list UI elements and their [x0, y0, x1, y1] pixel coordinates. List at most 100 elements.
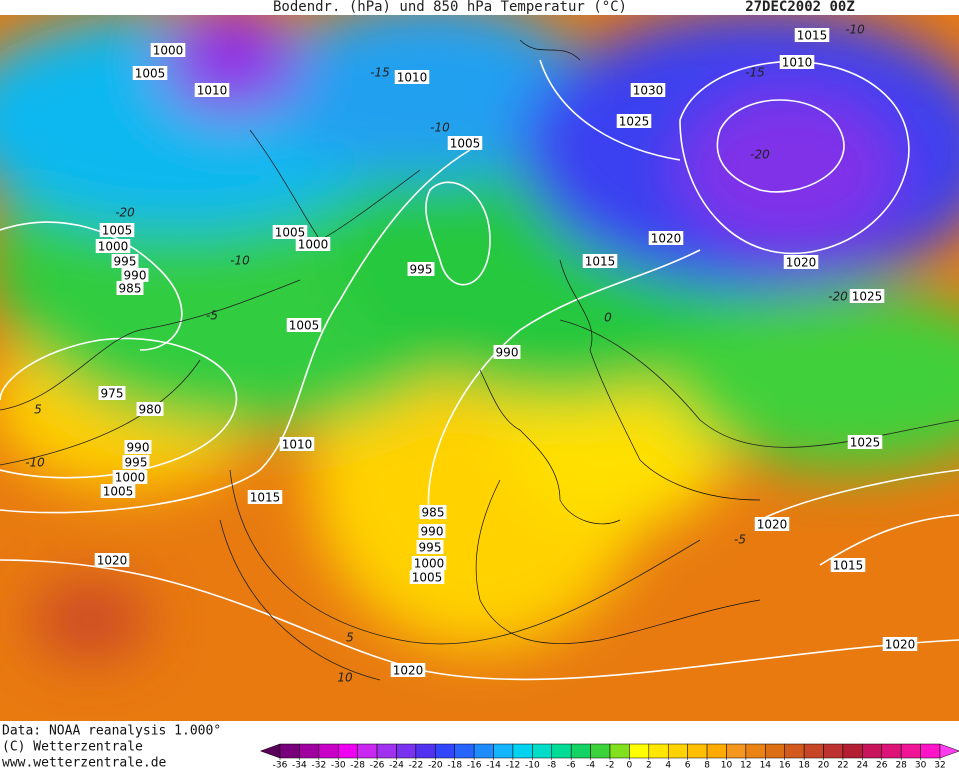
isobar-label: 1015 — [794, 28, 830, 43]
label-box — [754, 517, 790, 531]
label-box — [100, 484, 136, 498]
temperature-label: -10 — [25, 456, 45, 470]
label-box — [849, 289, 885, 303]
isobar-value: 1005 — [275, 226, 306, 240]
colorbar-label: -12 — [506, 761, 521, 770]
label-box — [390, 663, 426, 677]
label-box — [411, 556, 447, 570]
isobar-label: 1025 — [616, 114, 652, 129]
colorbar-arrow — [939, 743, 959, 759]
label-box — [582, 254, 618, 268]
temperature-label: -20 — [750, 148, 770, 162]
label-box — [419, 505, 447, 519]
label-box — [418, 524, 446, 538]
isobar-label: 1005 — [132, 66, 168, 81]
label-box — [111, 254, 139, 268]
colorbar-arrow — [259, 743, 281, 759]
colorbar-swatch — [299, 743, 320, 759]
colorbar-label: -10 — [525, 761, 540, 770]
colorbar-label: -16 — [467, 761, 482, 770]
footer-line: (C) Wetterzentrale — [2, 740, 143, 755]
colorbar-swatch — [551, 743, 572, 759]
colorbar-swatch — [648, 743, 669, 759]
isobar-value: 985 — [422, 506, 445, 520]
isobar-label: 1020 — [390, 663, 426, 678]
label-box — [247, 490, 283, 504]
isobar-value: 1005 — [412, 571, 443, 585]
label-box — [112, 470, 148, 484]
isobar-label: 1000 — [411, 556, 447, 571]
colorbar-label: 0 — [627, 761, 633, 770]
isobar-label: 995 — [122, 455, 150, 470]
label-box — [416, 540, 444, 554]
isobar-value: 990 — [421, 525, 444, 539]
label-box — [779, 55, 815, 69]
isobar-label: 1020 — [754, 517, 790, 532]
temperature-label: -15 — [745, 66, 765, 80]
isobar-value: 1020 — [786, 256, 817, 270]
isobar-value: 1020 — [757, 518, 788, 532]
colorbar-label: 24 — [857, 761, 869, 770]
colorbar-swatch — [667, 743, 688, 759]
isobar-label: 1000 — [150, 43, 186, 58]
label-box — [279, 437, 315, 451]
label-box — [99, 223, 135, 237]
colorbar-label: 14 — [760, 761, 772, 770]
colorbar-label: 12 — [740, 761, 751, 770]
map-date: 27DEC2002 00Z — [745, 0, 855, 15]
isobar-value: 980 — [139, 403, 162, 417]
temperature-isolines — [0, 279, 959, 681]
isobar-label: 1005 — [447, 136, 483, 151]
isobar-label: 990 — [124, 440, 152, 455]
isobar-label: 1005 — [272, 225, 308, 240]
isobar-value: 1010 — [397, 71, 428, 85]
isobar-label: 1020 — [882, 637, 918, 652]
label-box — [394, 70, 430, 84]
isobar-label: 1000 — [112, 470, 148, 485]
temperature-label: -5 — [206, 309, 218, 323]
temperature-label: -10 — [845, 23, 865, 37]
colorbar-label: -22 — [409, 761, 424, 770]
colorbar-swatch — [473, 743, 494, 759]
colorbar-swatch — [629, 743, 650, 759]
isobar-value: 1000 — [98, 240, 129, 254]
isobar-value: 995 — [419, 541, 442, 555]
isobar-label: 990 — [418, 524, 446, 539]
colorbar-swatch — [842, 743, 863, 759]
isobar-value: 1000 — [414, 557, 445, 571]
colorbar-swatch — [920, 743, 941, 759]
isobar-value: 1015 — [250, 491, 281, 505]
colorbar-swatch — [376, 743, 397, 759]
map-title: Bodendr. (hPa) und 850 hPa Temperatur (°… — [273, 0, 627, 15]
labels: 1000100510101010100510301025101510101005… — [25, 23, 918, 685]
temperature-label: 5 — [34, 403, 42, 417]
label-box — [116, 281, 144, 295]
isobar-label: 1020 — [94, 553, 130, 568]
isobar-label: 995 — [111, 254, 139, 269]
colorbar-swatch — [609, 743, 630, 759]
colorbar-label: 28 — [895, 761, 907, 770]
colorbar-label: -34 — [292, 761, 307, 770]
isobar-value: 985 — [119, 282, 142, 296]
isobar-label: 1015 — [247, 490, 283, 505]
isobar-label: 990 — [121, 268, 149, 283]
isobar-label: 1005 — [100, 484, 136, 499]
colorbar-swatch — [862, 743, 883, 759]
colorbar-label: -4 — [586, 761, 595, 770]
isobar-label: 1030 — [630, 83, 666, 98]
colorbar-swatch — [687, 743, 708, 759]
isobar-label: 985 — [116, 281, 144, 296]
isobar-label: 1000 — [295, 237, 331, 252]
isobar-value: 1020 — [97, 554, 128, 568]
label-box — [95, 239, 131, 253]
isobar-value: 1005 — [135, 67, 166, 81]
colorbar-label: -20 — [428, 761, 443, 770]
isobar-value: 990 — [496, 346, 519, 360]
isobar-value: 1010 — [282, 438, 313, 452]
temperature-label: 5 — [346, 631, 354, 645]
isobar-label: 1000 — [95, 239, 131, 254]
label-box — [132, 66, 168, 80]
colorbar-swatch — [881, 743, 902, 759]
colorbar-label: -26 — [370, 761, 385, 770]
